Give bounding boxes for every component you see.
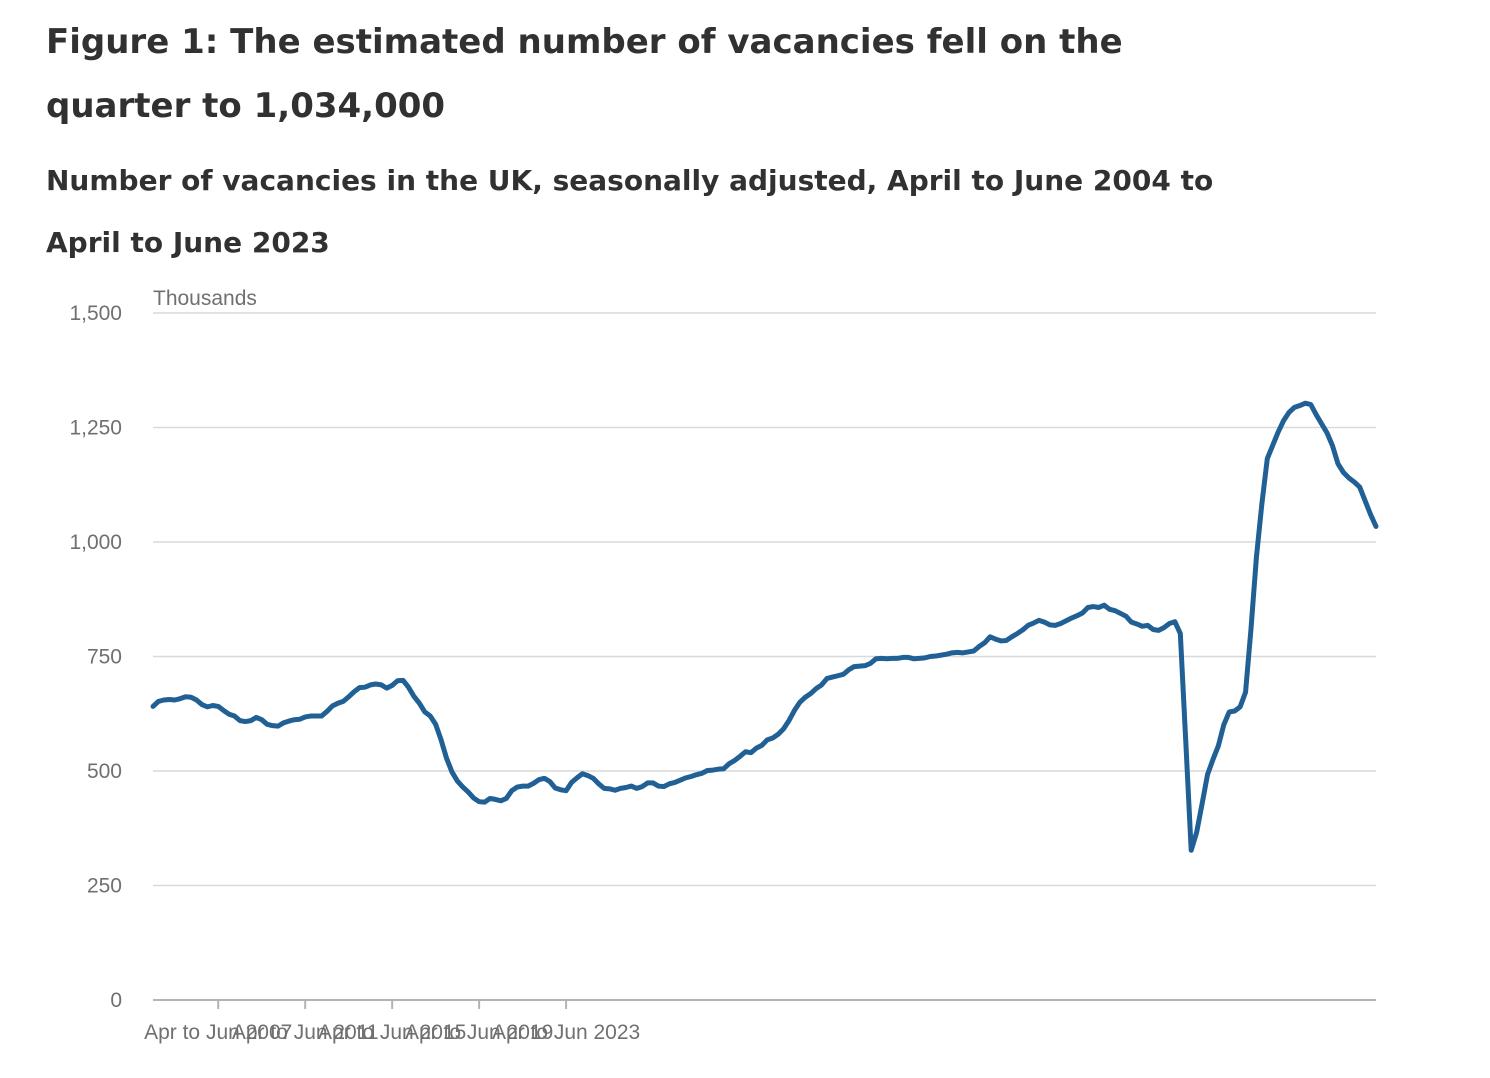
x-tick-label: Apr to Jun 2015 bbox=[318, 1021, 466, 1044]
gridlines bbox=[153, 312, 1376, 887]
x-tick-label: Apr to Jun 2007 bbox=[144, 1021, 292, 1044]
y-axis-unit-label: Thousands bbox=[153, 287, 257, 310]
x-tick-label: Apr to Jun 2019 bbox=[405, 1021, 553, 1044]
y-tick-label: 500 bbox=[87, 760, 122, 783]
series-group bbox=[150, 400, 1379, 853]
y-tick-label: 0 bbox=[110, 989, 122, 1012]
series-line-vacancies bbox=[150, 400, 1379, 853]
y-tick-label: 1,000 bbox=[69, 531, 122, 554]
y-axis-tick-labels: 0 250 500 750 1,000 1,250 1,500 bbox=[69, 302, 122, 1012]
y-tick-label: 750 bbox=[87, 646, 122, 669]
x-tick-label: Apr to Jun 2011 bbox=[232, 1021, 379, 1044]
chart-subtitle: Number of vacancies in the UK, seasonall… bbox=[46, 164, 1214, 259]
y-tick-label: 250 bbox=[87, 875, 122, 898]
y-tick-label: 1,250 bbox=[69, 417, 122, 440]
y-tick-label: 1,500 bbox=[69, 302, 122, 325]
chart-title: Figure 1: The estimated number of vacanc… bbox=[46, 22, 1123, 126]
x-tick-label: Apr to Jun 2023 bbox=[492, 1021, 640, 1044]
